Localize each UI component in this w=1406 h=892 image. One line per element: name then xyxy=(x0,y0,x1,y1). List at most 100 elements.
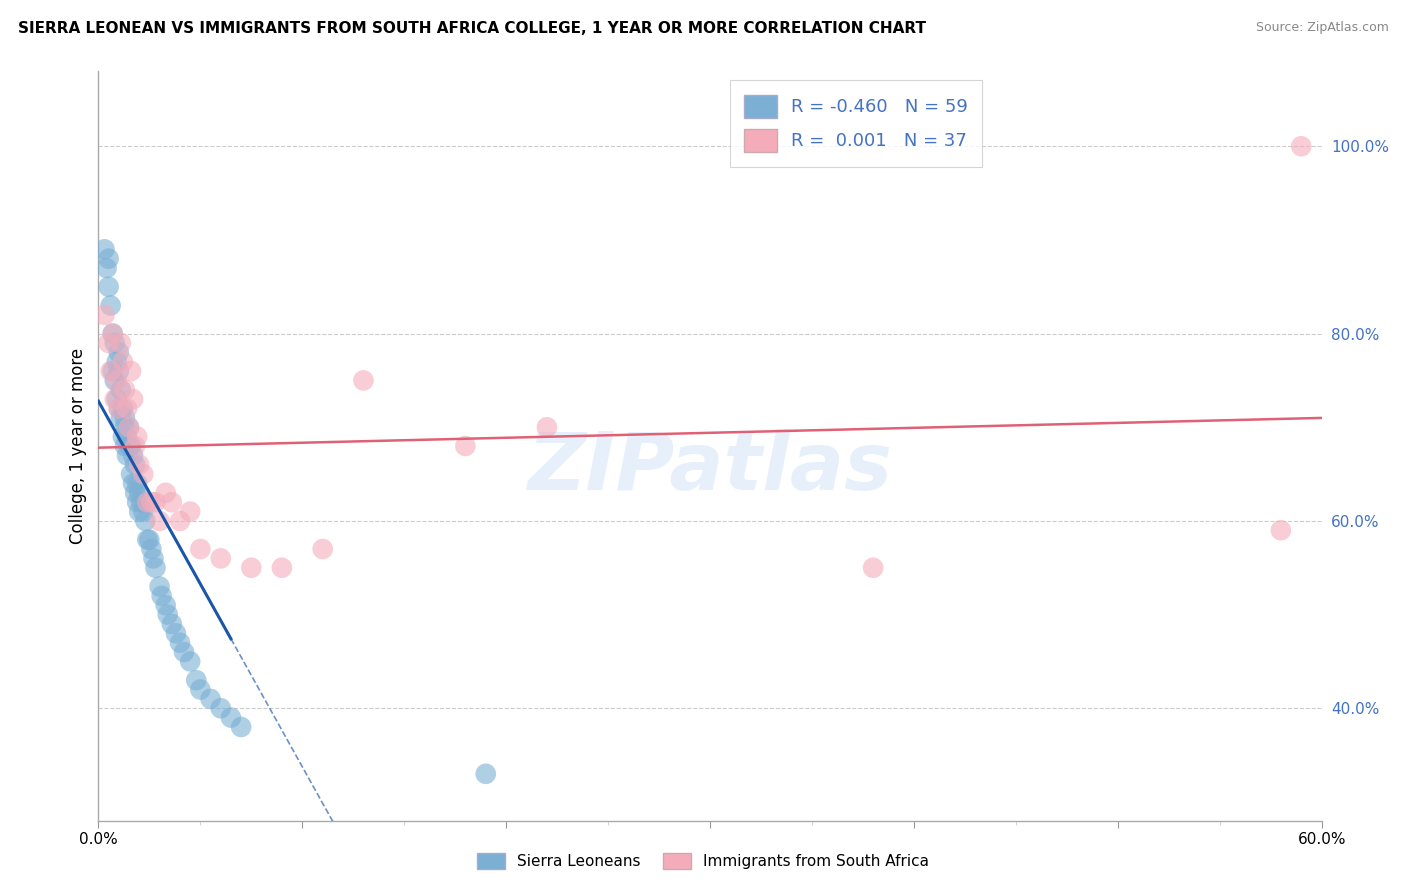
Point xyxy=(169,514,191,528)
Point xyxy=(122,392,145,407)
Point xyxy=(231,720,253,734)
Point xyxy=(160,495,183,509)
Point xyxy=(136,533,159,547)
Point xyxy=(134,514,156,528)
Point xyxy=(128,458,150,472)
Point xyxy=(104,336,127,351)
Point xyxy=(156,607,179,622)
Point xyxy=(129,495,152,509)
Point xyxy=(124,458,146,472)
Point xyxy=(150,589,173,603)
Point xyxy=(120,439,142,453)
Legend: Sierra Leoneans, Immigrants from South Africa: Sierra Leoneans, Immigrants from South A… xyxy=(471,847,935,875)
Point xyxy=(132,505,155,519)
Point xyxy=(141,542,163,557)
Point xyxy=(141,495,163,509)
Point xyxy=(454,439,477,453)
Point xyxy=(165,626,187,640)
Point xyxy=(118,420,141,434)
Point xyxy=(111,401,134,416)
Point xyxy=(104,374,127,388)
Point xyxy=(108,345,131,359)
Point xyxy=(179,655,201,669)
Point xyxy=(155,485,177,500)
Point xyxy=(149,514,172,528)
Point xyxy=(97,252,120,266)
Point xyxy=(114,383,136,397)
Point xyxy=(200,692,222,706)
Point xyxy=(118,420,141,434)
Point xyxy=(114,411,136,425)
Point xyxy=(120,364,142,378)
Point xyxy=(118,439,141,453)
Point xyxy=(155,599,177,613)
Point xyxy=(93,308,115,322)
Point xyxy=(120,467,142,482)
Point xyxy=(149,580,172,594)
Point xyxy=(142,551,165,566)
Point xyxy=(209,551,232,566)
Text: SIERRA LEONEAN VS IMMIGRANTS FROM SOUTH AFRICA COLLEGE, 1 YEAR OR MORE CORRELATI: SIERRA LEONEAN VS IMMIGRANTS FROM SOUTH … xyxy=(18,21,927,36)
Point xyxy=(114,439,136,453)
Point xyxy=(312,542,335,557)
Point xyxy=(474,767,498,781)
Point xyxy=(97,280,120,294)
Point xyxy=(105,374,128,388)
Point xyxy=(111,430,134,444)
Point xyxy=(124,485,146,500)
Point xyxy=(110,411,132,425)
Point xyxy=(110,336,132,351)
Point xyxy=(145,561,167,575)
Point xyxy=(132,467,155,482)
Point xyxy=(240,561,263,575)
Text: ZIPatlas: ZIPatlas xyxy=(527,429,893,508)
Point xyxy=(122,449,145,463)
Point xyxy=(219,710,242,724)
Text: Source: ZipAtlas.com: Source: ZipAtlas.com xyxy=(1256,21,1389,34)
Point xyxy=(128,505,150,519)
Point xyxy=(111,355,134,369)
Point xyxy=(101,326,124,341)
Point xyxy=(160,617,183,632)
Point xyxy=(96,261,118,276)
Point xyxy=(100,364,122,378)
Point xyxy=(97,336,120,351)
Point xyxy=(179,505,201,519)
Point xyxy=(188,542,212,557)
Point xyxy=(108,401,131,416)
Point xyxy=(1270,524,1292,538)
Point xyxy=(1291,139,1313,153)
Point xyxy=(536,420,558,434)
Point xyxy=(173,645,195,659)
Point xyxy=(127,430,149,444)
Point xyxy=(270,561,294,575)
Point xyxy=(115,401,138,416)
Point xyxy=(108,364,131,378)
Point xyxy=(124,439,146,453)
Point xyxy=(209,701,232,715)
Point xyxy=(101,364,124,378)
Point xyxy=(115,449,138,463)
Point xyxy=(105,392,128,407)
Point xyxy=(188,682,212,697)
Point xyxy=(115,430,138,444)
Point xyxy=(862,561,884,575)
Point xyxy=(114,420,136,434)
Point xyxy=(138,533,160,547)
Point xyxy=(352,374,374,388)
Point xyxy=(108,401,131,416)
Legend: R = -0.460   N = 59, R =  0.001   N = 37: R = -0.460 N = 59, R = 0.001 N = 37 xyxy=(730,80,983,167)
Point xyxy=(127,495,149,509)
Point xyxy=(145,495,167,509)
Point xyxy=(93,243,115,257)
Point xyxy=(127,476,149,491)
Point xyxy=(128,485,150,500)
Point xyxy=(100,299,122,313)
Point xyxy=(122,476,145,491)
Point xyxy=(105,355,128,369)
Point xyxy=(136,495,159,509)
Point xyxy=(101,326,124,341)
Point xyxy=(110,383,132,397)
Point xyxy=(186,673,208,688)
Point xyxy=(104,392,127,407)
